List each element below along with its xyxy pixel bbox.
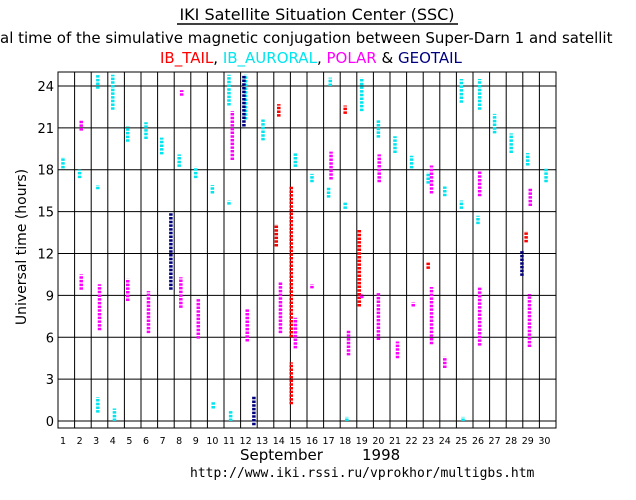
x-tick-label: 18: [339, 436, 351, 447]
legend-entry: POLAR: [326, 49, 376, 67]
x-tick-label: 30: [538, 436, 550, 447]
x-tick-label: 10: [206, 436, 218, 447]
x-axis-year: 1998: [362, 446, 400, 464]
x-tick-label: 4: [110, 436, 116, 447]
x-tick-label: 22: [406, 436, 418, 447]
x-tick-label: 14: [273, 436, 285, 447]
x-tick-label: 27: [489, 436, 501, 447]
legend-entry: IB_TAIL: [160, 49, 214, 68]
y-tick-label: 9: [46, 289, 54, 304]
chart-title: IKI Satellite Situation Center (SSC): [179, 5, 454, 24]
y-tick-label: 6: [46, 331, 54, 346]
x-tick-label: 21: [389, 436, 401, 447]
legend-separator: ,: [317, 49, 327, 67]
x-tick-label: 20: [372, 436, 384, 447]
x-tick-label: 25: [455, 436, 467, 447]
y-tick-label: 18: [37, 164, 54, 179]
y-tick-labels: 0 3 6 9 12 15 18 21 24: [37, 80, 54, 430]
x-tick-labels: 1 2 3 4 5 6 7 8 9 10 11 12 13 14 15 16 17 18 19 20 21 22 23 24 2…: [60, 436, 550, 447]
x-tick-label: 2: [77, 436, 83, 447]
x-tick-label: 9: [193, 436, 199, 447]
x-tick-label: 24: [439, 436, 451, 447]
x-tick-label: 8: [176, 436, 182, 447]
x-tick-label: 1: [60, 436, 66, 447]
x-tick-label: 11: [223, 436, 235, 447]
y-tick-label: 24: [37, 80, 54, 95]
legend-entry: GEOTAIL: [398, 49, 463, 67]
x-tick-label: 13: [256, 436, 268, 447]
x-tick-label: 17: [323, 436, 335, 447]
x-tick-label: 3: [93, 436, 99, 447]
legend-separator: &: [377, 49, 398, 67]
legend: IB_TAIL, IB_AURORAL, POLAR & GEOTAIL: [160, 49, 463, 68]
y-axis-label: Universal time (hours): [14, 169, 30, 325]
source-url: http://www.iki.rssi.ru/vprokhor/multigbs…: [190, 466, 535, 481]
x-tick-label: 26: [472, 436, 484, 447]
y-tick-label: 0: [46, 415, 54, 430]
x-axis-label: September: [240, 446, 324, 464]
x-tick-label: 7: [160, 436, 166, 447]
y-tick-label: 15: [37, 206, 54, 221]
legend-separator: ,: [213, 49, 223, 67]
x-tick-label: 23: [422, 436, 434, 447]
chart-subtitle: al time of the simulative magnetic conju…: [0, 29, 613, 47]
data-marks: [61, 74, 548, 426]
y-tick-label: 21: [37, 122, 54, 137]
grid: [57, 71, 557, 429]
y-tick-label: 12: [37, 247, 54, 262]
x-tick-label: 5: [126, 436, 132, 447]
x-tick-label: 15: [289, 436, 301, 447]
x-tick-label: 16: [306, 436, 318, 447]
y-tick-label: 3: [46, 373, 54, 388]
legend-entry: IB_AURORAL: [223, 49, 318, 68]
x-tick-label: 28: [505, 436, 517, 447]
x-tick-label: 29: [522, 436, 534, 447]
x-tick-label: 6: [143, 436, 149, 447]
x-tick-label: 12: [240, 436, 252, 447]
x-tick-label: 19: [356, 436, 368, 447]
